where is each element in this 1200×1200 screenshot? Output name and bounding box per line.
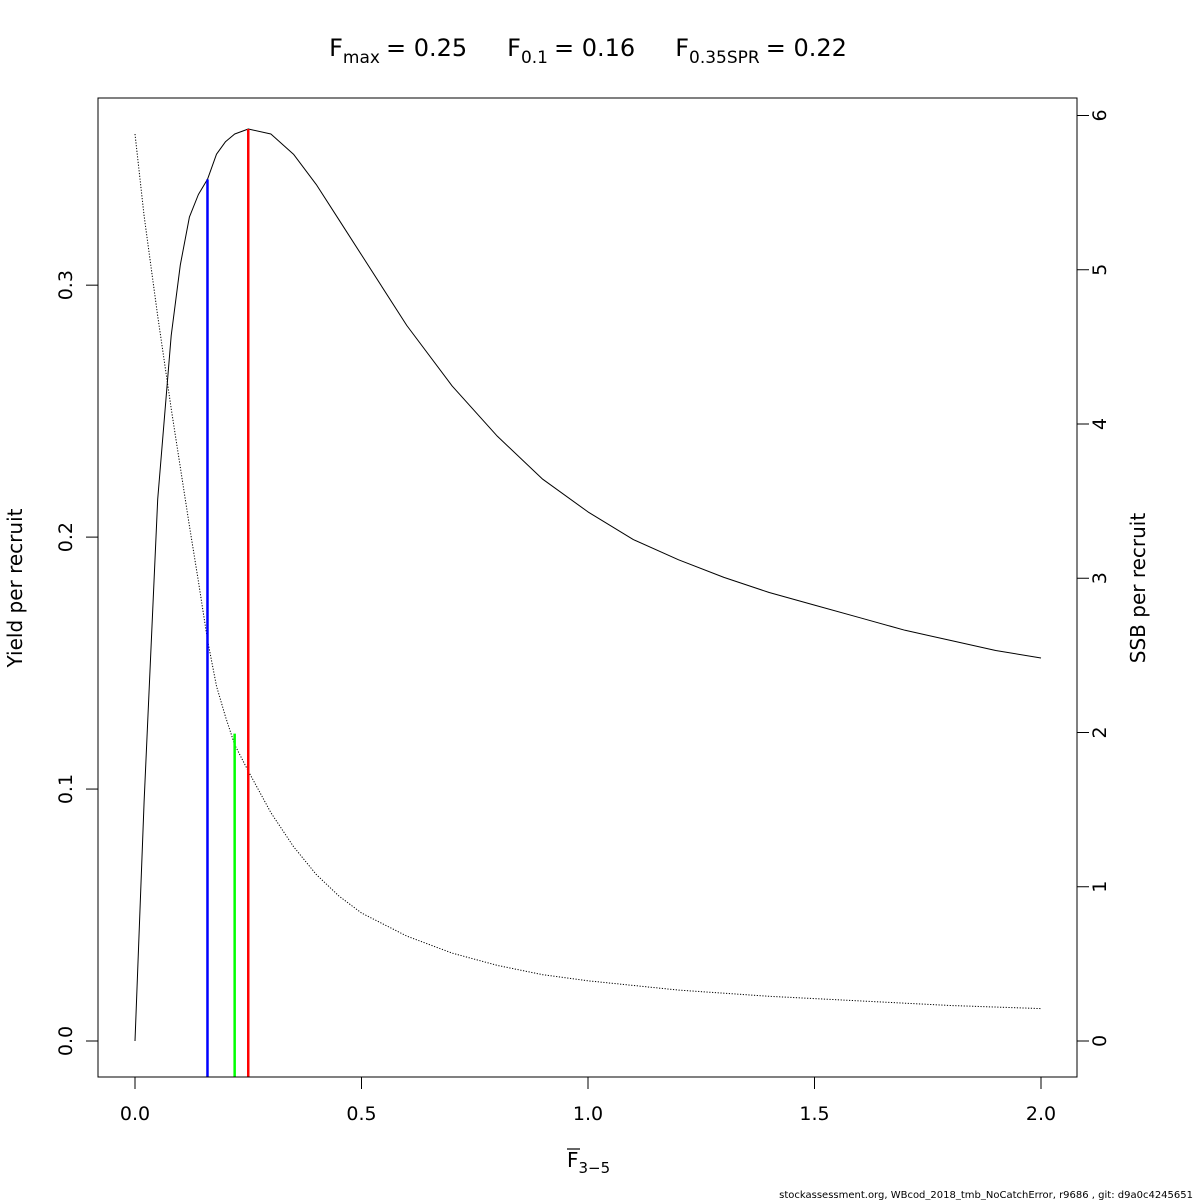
y-tick-label: 0.3 (55, 270, 77, 300)
y2-tick-label: 0 (1089, 1035, 1111, 1047)
title-fspr-symbol: F (675, 34, 689, 62)
x-tick-label: 2.0 (1026, 1103, 1056, 1125)
ssb-per-recruit-line (134, 133, 1042, 1010)
y2-tick-label: 3 (1089, 572, 1111, 584)
chart-axes: 0.0 0.5 1.0 1.5 2.0 0.0 0.1 0.2 0.3 0 1 2 3 4 5 6 (55, 109, 1111, 1125)
plot-frame (97, 97, 1078, 1078)
x-axis-label-symbol: F (567, 1148, 579, 1172)
title-f01-symbol: F (507, 34, 521, 62)
chart-title: Fmax = 0.25 F0.1 = 0.16 F0.35SPR = 0.22 (329, 34, 847, 68)
chart-marks (134, 128, 1042, 1077)
y2-axis-label: SSB per recruit (1126, 513, 1150, 664)
y-tick-label: 0.1 (55, 774, 77, 804)
x-tick-label: 1.0 (573, 1103, 603, 1125)
title-fmax-subscript: max (343, 48, 380, 68)
footer-note: stockassessment.org, WBcod_2018_tmb_NoCa… (779, 1190, 1193, 1200)
x-tick-label: 0.0 (120, 1103, 150, 1125)
x-tick-label: 0.5 (346, 1103, 376, 1125)
title-fmax-value: = 0.25 (386, 34, 467, 62)
yield-per-recruit-line (134, 128, 1042, 1042)
x-axis-label: F3−5 (567, 1148, 610, 1177)
title-fspr-value: = 0.22 (766, 34, 847, 62)
y2-tick-label: 5 (1089, 264, 1111, 276)
title-fspr-subscript: 0.35SPR (689, 48, 760, 68)
x-tick-label: 1.5 (799, 1103, 829, 1125)
title-f01-value: = 0.16 (554, 34, 635, 62)
x-axis-label-subscript: 3−5 (579, 1159, 611, 1177)
y2-tick-label: 6 (1089, 109, 1111, 121)
y2-tick-label: 4 (1089, 418, 1111, 430)
y-axis-label: Yield per recruit (3, 508, 27, 668)
title-fmax-symbol: F (329, 34, 343, 62)
y2-tick-label: 1 (1089, 881, 1111, 893)
title-f01-subscript: 0.1 (521, 48, 548, 68)
y-tick-label: 0.0 (55, 1026, 77, 1056)
y2-tick-label: 2 (1089, 726, 1111, 738)
y-tick-label: 0.2 (55, 522, 77, 552)
